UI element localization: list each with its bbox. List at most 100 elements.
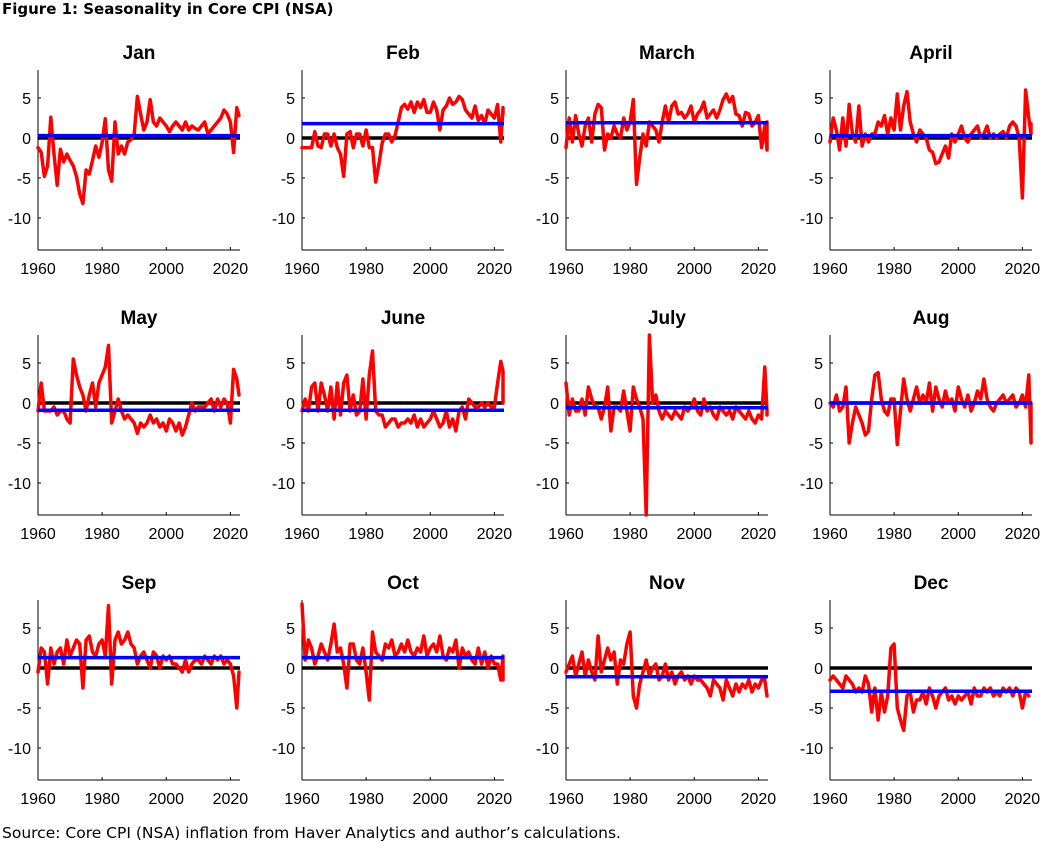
- panel-title-sep: Sep: [122, 573, 157, 594]
- y-tick-label: 5: [814, 91, 823, 108]
- y-tick-label: -10: [800, 741, 823, 758]
- x-tick-label: 2000: [940, 791, 976, 808]
- y-tick-label: -10: [272, 476, 295, 493]
- panel-june: June 5 0 -5 -10 1960 1980 2000 2020: [272, 308, 512, 543]
- x-tick-label: 2020: [213, 526, 249, 543]
- y-tick-label: 0: [22, 131, 31, 148]
- series-line-core-cpi: [300, 602, 505, 702]
- y-tick-label: -10: [536, 211, 559, 228]
- y-tick-label: 5: [22, 356, 31, 373]
- x-tick-label: 1980: [348, 261, 384, 278]
- panel-aug: Aug 5 0 -5 -10 1960 1980 2000 2020: [800, 308, 1040, 543]
- x-tick-label: 2000: [676, 791, 712, 808]
- panel-sep: Sep 5 0 -5 -10 1960 1980 2000 2020: [8, 573, 248, 808]
- x-tick-label: 2000: [148, 526, 184, 543]
- series-line-core-cpi: [564, 333, 769, 517]
- panel-dec: Dec 5 0 -5 -10 1960 1980 2000 2020: [800, 573, 1040, 808]
- y-tick-label: 0: [286, 396, 295, 413]
- panel-march: March 5 0 -5 -10 1960 1980 2000 2020: [536, 43, 776, 278]
- panel-title-feb: Feb: [386, 43, 420, 64]
- panel-nov: Nov 5 0 -5 -10 1960 1980 2000 2020: [536, 573, 776, 808]
- x-tick-label: 2020: [741, 791, 777, 808]
- x-tick-label: 1960: [284, 261, 320, 278]
- x-tick-label: 2020: [213, 791, 249, 808]
- series-line-core-cpi: [828, 642, 1031, 733]
- x-tick-label: 1980: [84, 791, 120, 808]
- x-tick-label: 1980: [876, 261, 912, 278]
- x-tick-label: 2000: [148, 261, 184, 278]
- x-tick-label: 2000: [412, 526, 448, 543]
- x-tick-label: 2020: [477, 261, 513, 278]
- x-tick-label: 1960: [548, 526, 584, 543]
- x-tick-label: 1980: [348, 791, 384, 808]
- y-tick-label: -10: [8, 741, 31, 758]
- panel-title-july: July: [648, 308, 686, 329]
- y-tick-label: 5: [550, 621, 559, 638]
- panel-title-nov: Nov: [649, 573, 685, 594]
- y-tick-label: -5: [17, 701, 31, 718]
- x-tick-label: 1980: [876, 791, 912, 808]
- y-tick-label: -5: [545, 436, 559, 453]
- x-tick-label: 1960: [548, 791, 584, 808]
- x-tick-label: 2000: [676, 261, 712, 278]
- panel-oct: Oct 5 0 -5 -10 1960 1980 2000 2020: [272, 573, 512, 808]
- y-tick-label: 5: [814, 356, 823, 373]
- x-tick-label: 1960: [812, 791, 848, 808]
- y-tick-label: -5: [281, 171, 295, 188]
- y-tick-label: -5: [809, 171, 823, 188]
- series-line-core-cpi: [300, 349, 505, 433]
- panel-title-april: April: [909, 43, 952, 64]
- y-tick-label: -5: [281, 701, 295, 718]
- y-tick-label: 5: [550, 356, 559, 373]
- series-line-core-cpi: [300, 94, 505, 184]
- x-tick-label: 2020: [477, 526, 513, 543]
- series-line-core-cpi: [36, 94, 241, 206]
- panel-april: April 5 0 -5 -10 1960 1980 2000 2020: [800, 43, 1040, 278]
- y-tick-label: -10: [272, 741, 295, 758]
- x-tick-label: 1960: [548, 261, 584, 278]
- y-tick-label: -10: [8, 476, 31, 493]
- x-tick-label: 1980: [348, 526, 384, 543]
- y-tick-label: 0: [286, 661, 295, 678]
- figure-source-note: Source: Core CPI (NSA) inflation from Ha…: [2, 824, 621, 842]
- x-tick-label: 2000: [940, 261, 976, 278]
- panel-may: May 5 0 -5 -10 1960 1980 2000 2020: [8, 308, 248, 543]
- x-tick-label: 2020: [1005, 526, 1041, 543]
- y-tick-label: 0: [286, 131, 295, 148]
- y-tick-label: 5: [286, 356, 295, 373]
- y-tick-label: -5: [545, 171, 559, 188]
- x-tick-label: 2000: [940, 526, 976, 543]
- x-tick-label: 2000: [412, 261, 448, 278]
- panel-title-march: March: [639, 43, 695, 64]
- y-tick-label: 5: [286, 91, 295, 108]
- panel-july: July 5 0 -5 -10 1960 1980 2000 2020: [536, 308, 776, 543]
- y-tick-label: 0: [814, 131, 823, 148]
- y-tick-label: 0: [550, 661, 559, 678]
- y-tick-label: -10: [800, 476, 823, 493]
- x-tick-label: 1980: [612, 791, 648, 808]
- y-tick-label: 0: [22, 661, 31, 678]
- panel-title-may: May: [121, 308, 158, 329]
- y-tick-label: -10: [536, 476, 559, 493]
- y-tick-label: -5: [281, 436, 295, 453]
- x-tick-label: 2000: [676, 526, 712, 543]
- y-tick-label: -10: [536, 741, 559, 758]
- x-tick-label: 1960: [20, 526, 56, 543]
- x-tick-label: 2000: [148, 791, 184, 808]
- x-tick-label: 1980: [84, 526, 120, 543]
- y-tick-label: 5: [286, 621, 295, 638]
- y-tick-label: 5: [22, 621, 31, 638]
- y-tick-label: -5: [809, 436, 823, 453]
- y-tick-label: 0: [550, 396, 559, 413]
- figure-title: Figure 1: Seasonality in Core CPI (NSA): [2, 0, 334, 18]
- x-tick-label: 2020: [1005, 261, 1041, 278]
- panel-feb: Feb 5 0 -5 -10 1960 1980 2000 2020: [272, 43, 512, 278]
- series-line-core-cpi: [828, 370, 1033, 447]
- x-tick-label: 1960: [812, 261, 848, 278]
- panel-title-dec: Dec: [914, 573, 949, 594]
- y-tick-label: -5: [809, 701, 823, 718]
- panel-title-june: June: [381, 308, 425, 329]
- y-tick-label: -5: [17, 171, 31, 188]
- panel-title-aug: Aug: [913, 308, 950, 329]
